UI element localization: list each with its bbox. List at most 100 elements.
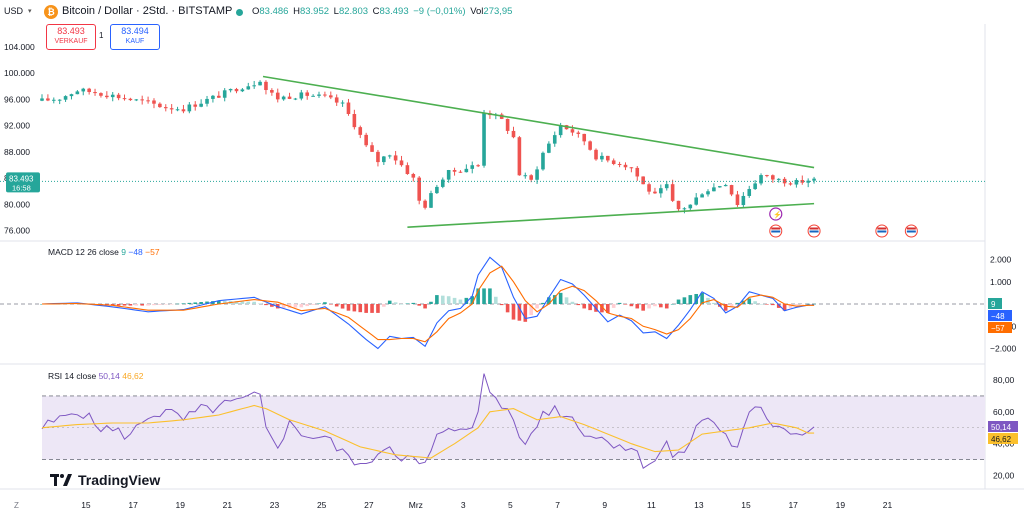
time-tick-label: 25 [317,500,327,510]
macd-histogram-bar [311,304,315,305]
macd-histogram-bar [364,304,368,313]
market-open-indicator [236,9,243,16]
macd-histogram-bar [782,304,787,311]
macd-histogram-bar [323,302,327,304]
macd-histogram-bar [435,295,439,304]
candle [323,94,327,96]
macd-histogram-bar [370,304,374,313]
macd-histogram-bar [759,304,763,305]
macd-histogram-bar [246,301,251,304]
macd-histogram-bar [240,301,245,304]
macd-histogram-bar [152,304,156,306]
candle [664,184,669,189]
candle [617,164,622,166]
candle [794,180,799,185]
candle [435,186,439,194]
macd-histogram-bar [158,304,162,305]
chevron-down-icon[interactable]: ▾ [28,8,32,15]
candle [63,96,68,100]
candle [606,155,610,161]
candle [717,186,722,188]
tradingview-logo[interactable]: TradingView [50,472,160,488]
candle [682,208,687,210]
macd-histogram-bar [541,302,545,304]
candle [570,129,575,133]
macd-histogram-bar [128,304,133,306]
time-tick-label: 9 [602,500,607,510]
candle [511,130,516,138]
candle [576,132,581,134]
macd-histogram-bar [570,301,575,304]
candle [116,94,121,99]
price-badge [6,172,40,193]
candle [311,95,315,97]
macd-histogram-bar [641,304,645,311]
macd-histogram-bar [482,288,486,304]
macd-histogram-bar [382,304,386,307]
candle [99,93,103,96]
macd-histogram-bar [187,302,192,304]
candle [458,171,463,173]
time-tick-label: 19 [176,500,186,510]
chart-header: USD ▾ ₿ Bitcoin / Dollar · 2Std. · BITST… [0,0,1024,24]
candle [470,165,475,169]
macd-histogram-bar [712,302,716,304]
candle [234,88,239,92]
macd-histogram-bar [134,304,139,306]
symbol-title[interactable]: Bitcoin / Dollar · 2Std. · BITSTAMP [62,5,233,17]
macd-name: MACD 12 26 close [48,247,119,257]
candle [417,177,421,201]
macd-histogram-bar [765,304,769,305]
rsi-tick-label: 20,00 [993,471,1015,481]
timezone-label: Z [14,501,19,510]
macd-histogram-bar [270,304,274,307]
candle [588,141,592,150]
macd-histogram-bar [606,304,610,313]
candle [228,88,233,91]
macd-histogram-bar [635,304,640,309]
rsi-legend[interactable]: RSI 14 close 50,14 46,62 [48,371,144,381]
rsi-badge-value: 50,14 [991,423,1012,432]
macd-histogram-bar [423,304,427,309]
currency-selector[interactable]: USD [4,6,24,16]
sell-button[interactable]: 83.493 VERKAUF [46,24,96,50]
time-tick-label: 19 [836,500,846,510]
candle [252,85,256,87]
candle [187,104,192,112]
macd-histogram-bar [659,304,663,308]
candle [299,92,304,99]
buy-button[interactable]: 83.494 KAUF [110,24,160,50]
candle [405,165,410,175]
candle [641,176,645,185]
macd-histogram-bar [535,304,539,309]
candle [352,113,357,128]
us-flag-stripe [809,227,819,230]
macd-histogram-bar [299,304,304,308]
rsi-ma-badge [988,433,1018,444]
us-flag-stripe [771,227,781,230]
candle [800,180,805,183]
candle [535,169,539,180]
candle [582,133,587,142]
candle [340,102,345,104]
macd-histogram-bar [600,304,604,313]
macd-histogram-bar [729,304,734,307]
macd-histogram-bar [146,304,150,306]
macd-histogram-bar [499,304,504,306]
candle [270,90,274,93]
candle [264,81,268,91]
candle [600,155,604,160]
candle [393,155,398,161]
candle [240,89,245,92]
macd-histogram-bar [405,303,410,304]
price-tick-label: 104.000 [4,42,35,52]
time-tick-label: 15 [81,500,91,510]
macd-signal-badge [988,322,1012,333]
rsi-tick-label: 60,00 [993,407,1015,417]
lightning-glyph: ⚡ [773,210,782,219]
macd-legend[interactable]: MACD 12 26 close 9 −48 −57 [48,247,160,257]
macd-histogram-bar [387,300,392,304]
trendline [407,202,815,229]
macd-histogram-bar [564,297,569,304]
